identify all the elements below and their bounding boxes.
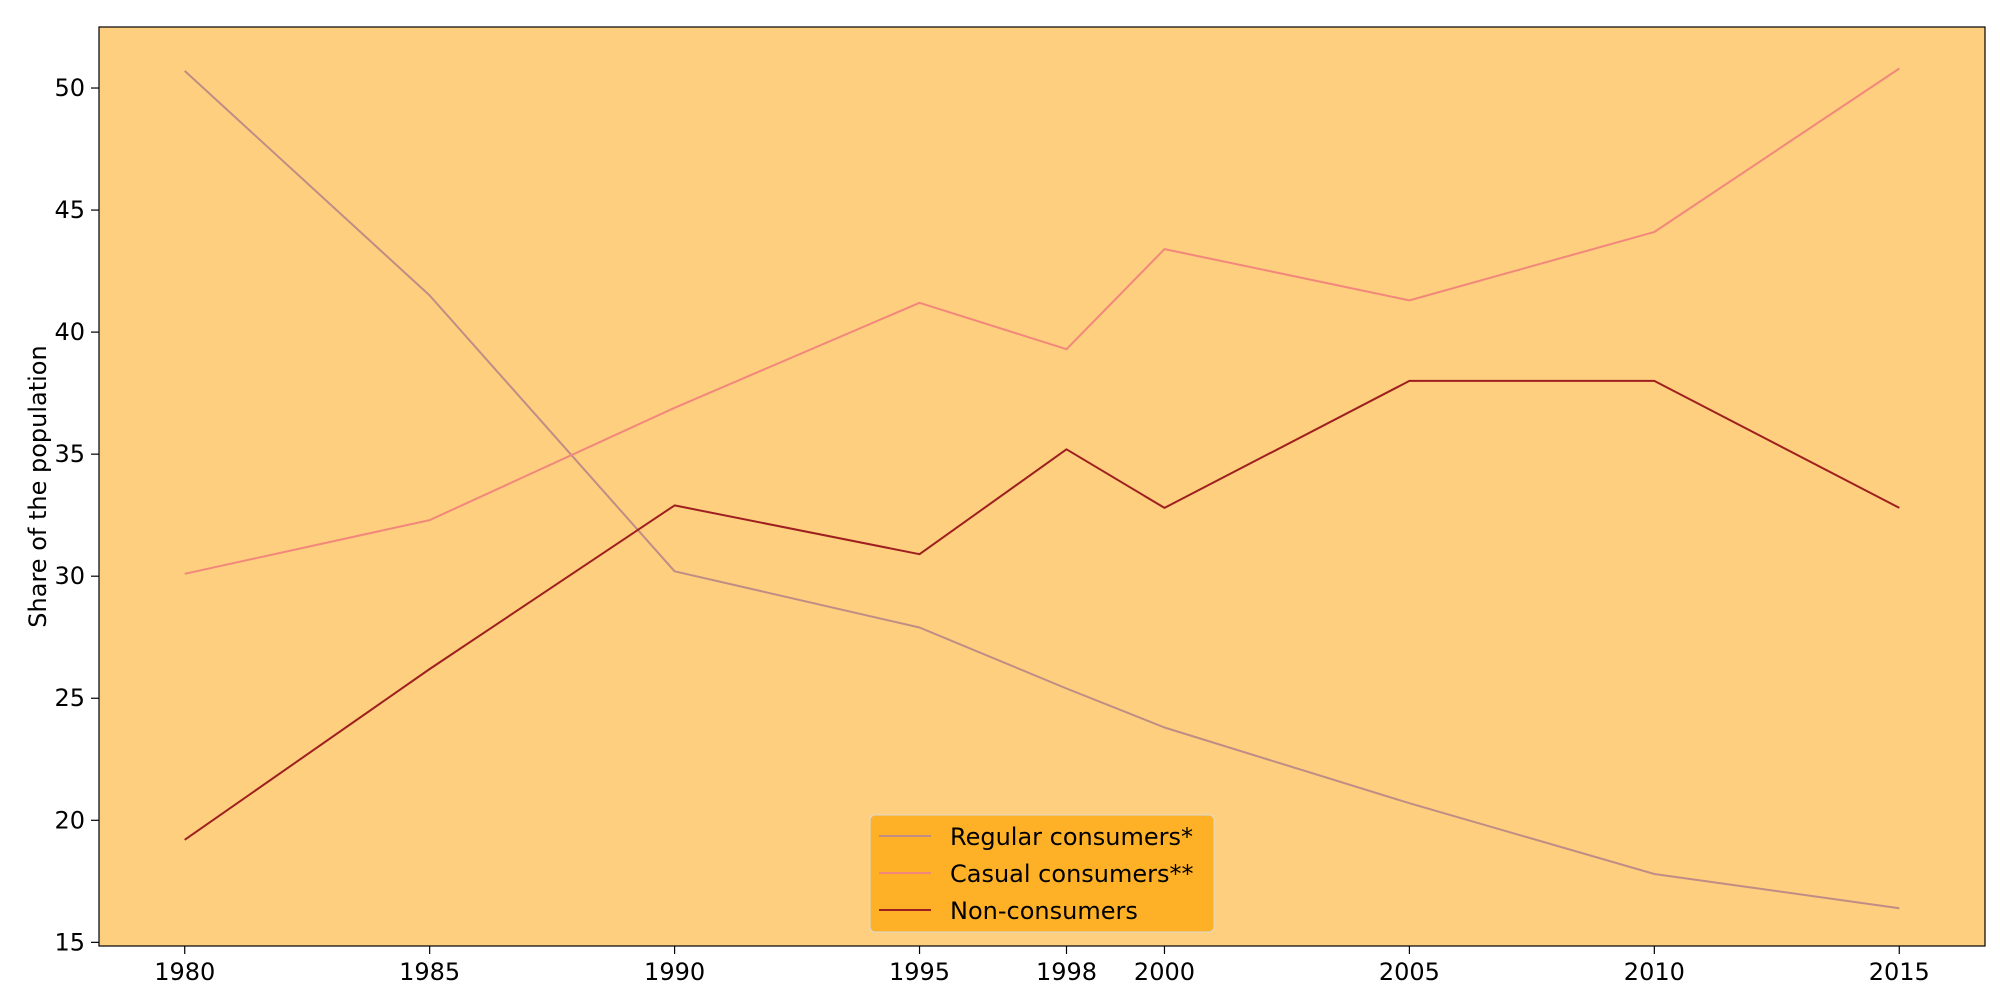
x-tick-label: 1990 xyxy=(644,958,705,986)
x-tick-label: 1995 xyxy=(889,958,950,986)
legend-label-2: Casual consumers** xyxy=(950,860,1194,888)
y-tick-label: 50 xyxy=(54,74,85,102)
y-tick-label: 30 xyxy=(54,562,85,590)
y-tick-label: 15 xyxy=(54,928,85,956)
y-tick-label: 40 xyxy=(54,318,85,346)
y-tick-label: 45 xyxy=(54,196,85,224)
x-tick-label: 1998 xyxy=(1036,958,1097,986)
x-axis: 1980 1985 1990 1995 1998 2000 2005 2010 2015 xyxy=(154,946,1930,986)
series-layer xyxy=(184,67,1900,910)
series-line-2 xyxy=(184,67,1900,575)
x-tick-label: 1985 xyxy=(399,958,460,986)
x-tick-label: 2005 xyxy=(1379,958,1440,986)
x-tick-label: 1980 xyxy=(154,958,215,986)
y-tick-label: 20 xyxy=(54,806,85,834)
y-axis: 15 20 25 30 35 40 45 50 xyxy=(54,74,99,956)
y-tick-label: 25 xyxy=(54,684,85,712)
x-tick-label: 2000 xyxy=(1134,958,1195,986)
series-line-1 xyxy=(184,70,1900,910)
plot-area xyxy=(99,27,1985,946)
legend-label-1: Regular consumers* xyxy=(950,823,1193,851)
plot-frame xyxy=(98,26,1986,947)
x-tick-label: 2015 xyxy=(1869,958,1930,986)
legend: Regular consumers* Casual consumers** Non-… xyxy=(869,814,1215,933)
x-tick-label: 2010 xyxy=(1624,958,1685,986)
legend-label-3: Non-consumers xyxy=(950,897,1138,925)
y-axis-label: Share of the population xyxy=(24,345,52,627)
legend-box xyxy=(869,814,1215,933)
series-line-3 xyxy=(184,379,1900,841)
y-tick-label: 35 xyxy=(54,440,85,468)
